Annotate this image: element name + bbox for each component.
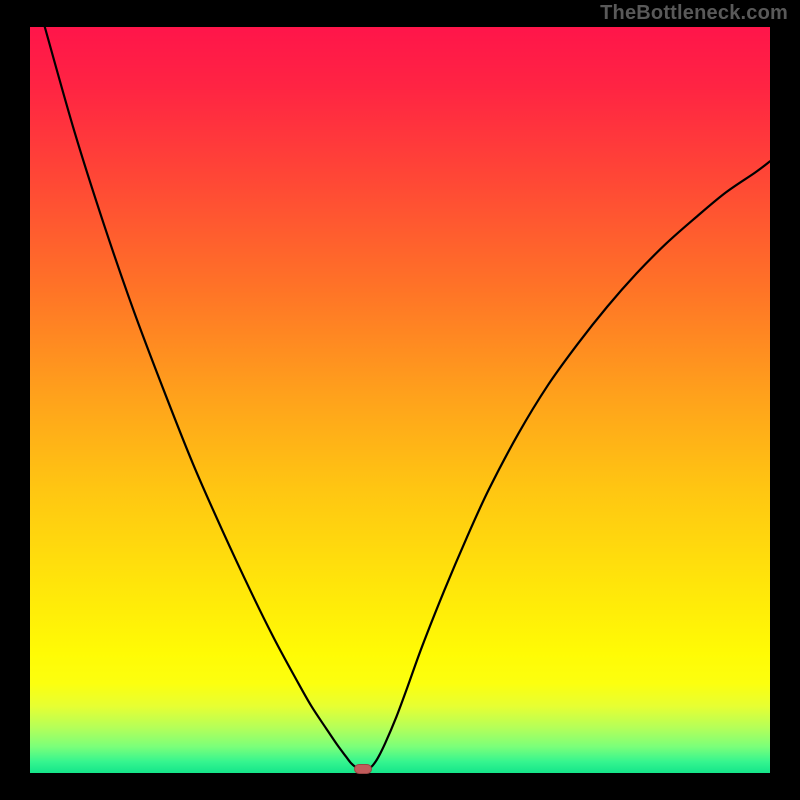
chart-frame: TheBottleneck.com bbox=[0, 0, 800, 800]
chart-curve bbox=[0, 0, 800, 800]
watermark-text: TheBottleneck.com bbox=[600, 2, 788, 25]
min-marker bbox=[354, 764, 372, 774]
